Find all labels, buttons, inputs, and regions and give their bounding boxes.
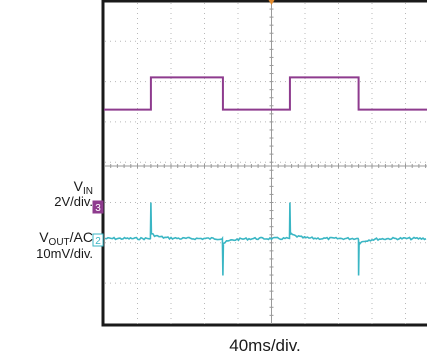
markers: 32 [92, 0, 275, 247]
vout-scale-label: 10mV/div. [36, 246, 93, 261]
time-scale-label: 40ms/div. [229, 336, 301, 355]
grid [105, 3, 427, 324]
trigger-marker [268, 0, 275, 5]
vin-channel-marker: 3 [92, 200, 104, 214]
vout-label: VOUT/AC [39, 229, 93, 249]
vin-trace [104, 76, 427, 111]
plot-frame [101, 0, 427, 327]
traces [104, 76, 427, 276]
vin-scale-label: 2V/div. [54, 194, 93, 209]
vout-channel-marker: 2 [92, 233, 104, 247]
vin-channel-marker-number: 3 [95, 203, 101, 214]
vout-trace [104, 202, 427, 276]
vin-label: VIN [73, 178, 93, 198]
vout-channel-marker-number: 2 [95, 236, 101, 247]
